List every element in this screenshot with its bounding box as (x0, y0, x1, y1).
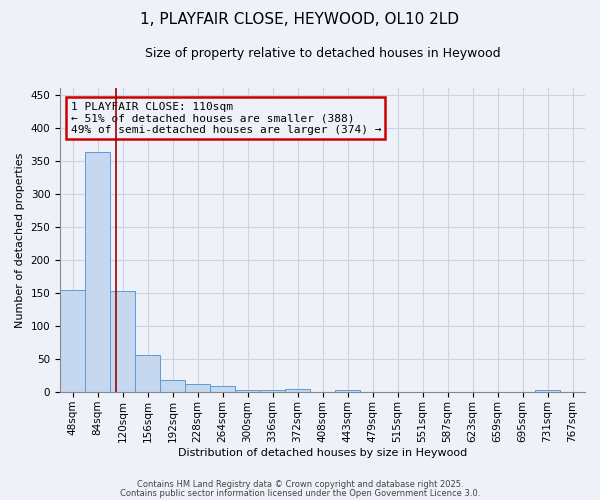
Bar (260, 390, 285, 392)
Bar (85, 152, 110, 392)
Bar (160, 380, 185, 392)
Bar (185, 384, 210, 392)
Text: Contains HM Land Registry data © Crown copyright and database right 2025.: Contains HM Land Registry data © Crown c… (137, 480, 463, 489)
Bar (135, 355, 160, 392)
Text: Contains public sector information licensed under the Open Government Licence 3.: Contains public sector information licen… (120, 488, 480, 498)
Y-axis label: Number of detached properties: Number of detached properties (15, 152, 25, 328)
Bar (110, 291, 135, 392)
Bar (335, 390, 360, 392)
Title: Size of property relative to detached houses in Heywood: Size of property relative to detached ho… (145, 48, 500, 60)
X-axis label: Distribution of detached houses by size in Heywood: Distribution of detached houses by size … (178, 448, 467, 458)
Bar (210, 386, 235, 392)
Text: 1 PLAYFAIR CLOSE: 110sqm
← 51% of detached houses are smaller (388)
49% of semi-: 1 PLAYFAIR CLOSE: 110sqm ← 51% of detach… (71, 102, 381, 135)
Bar (235, 390, 260, 392)
Text: 1, PLAYFAIR CLOSE, HEYWOOD, OL10 2LD: 1, PLAYFAIR CLOSE, HEYWOOD, OL10 2LD (140, 12, 460, 28)
Bar (285, 389, 310, 392)
Bar (60, 290, 85, 392)
Bar (535, 390, 560, 392)
